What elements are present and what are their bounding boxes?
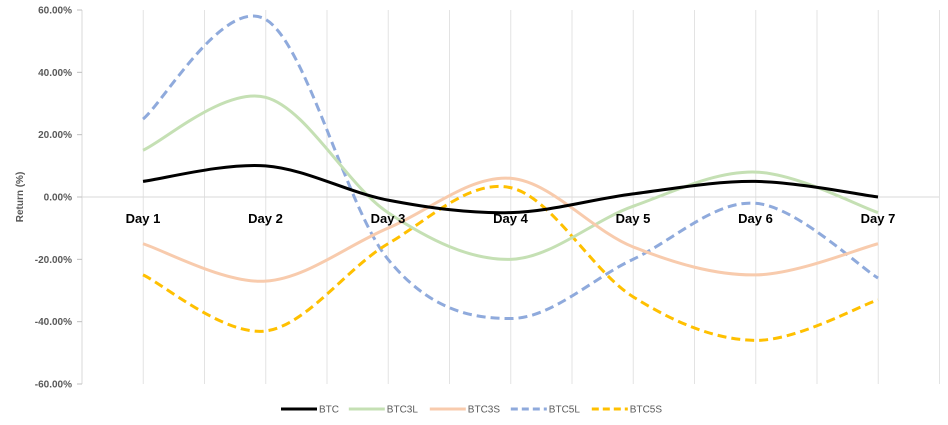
x-tick-label: Day 7	[861, 211, 896, 226]
legend-label-btc: BTC	[319, 405, 339, 416]
legend-label-btc5s: BTC5S	[630, 405, 663, 416]
x-tick-label: Day 4	[493, 211, 528, 226]
y-tick-label: -60.00%	[35, 380, 72, 391]
y-axis: 60.00% 40.00% 20.00% 0.00% -20.00% -40.00% -60…	[35, 6, 939, 391]
x-tick-label: Day 3	[371, 211, 406, 226]
x-tick-label: Day 1	[126, 211, 161, 226]
series-line-btc3s	[142, 176, 879, 283]
x-tick-label: Day 5	[616, 211, 651, 226]
legend-label-btc5l: BTC5L	[549, 405, 581, 416]
y-tick-label: 40.00%	[38, 68, 72, 79]
y-tick-label: 20.00%	[38, 130, 72, 141]
series-line-btc3l	[142, 94, 879, 261]
series-line-btc5s	[142, 184, 879, 342]
y-tick-label: -40.00%	[35, 317, 72, 328]
legend: BTC BTC3L BTC3S BTC5L BTC5S	[281, 405, 662, 416]
y-tick-label: -20.00%	[35, 255, 72, 266]
legend-label-btc3s: BTC3S	[468, 405, 501, 416]
y-tick-label: 60.00%	[38, 6, 72, 17]
y-tick-label: 0.00%	[44, 193, 72, 204]
x-tick-label: Day 2	[248, 211, 283, 226]
series-line-btc5l	[142, 14, 879, 321]
series-lines	[142, 14, 879, 342]
x-tick-label: Day 6	[738, 211, 773, 226]
x-axis-labels: Day 1 Day 2 Day 3 Day 4 Day 5 Day 6 Day 7	[126, 211, 896, 226]
series-line-btc	[142, 163, 879, 215]
y-axis-label: Return (%)	[15, 172, 26, 223]
legend-label-btc3l: BTC3L	[387, 405, 419, 416]
